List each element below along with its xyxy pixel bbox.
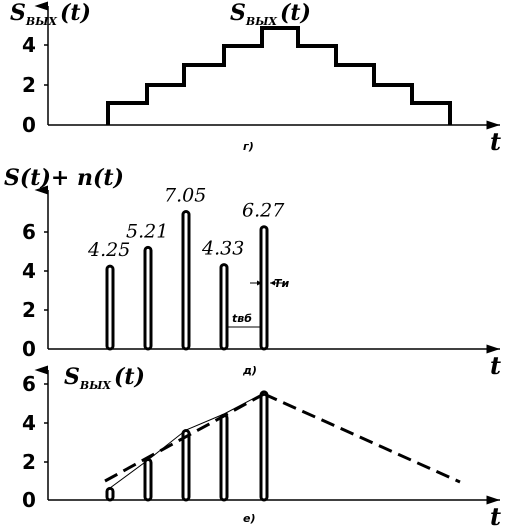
output-pulse-2 xyxy=(143,457,153,502)
panel-e-ylabel: SВЫХ (t) xyxy=(64,364,145,392)
panel-d-ylabel: S(t)+ n(t) xyxy=(4,165,124,191)
panel-d-ytick-0: 0 xyxy=(22,337,36,361)
pulse-label-2: 5.21 xyxy=(126,220,168,242)
panel-e-ytick-4: 4 xyxy=(22,411,36,435)
panel-e-caption: е) xyxy=(243,512,256,525)
panel-e-ytick-2: 2 xyxy=(22,450,36,474)
panel-d: 0 2 4 6 S(t)+ n(t) 4.255.217.054.336.27 … xyxy=(4,165,501,380)
panel-g-ytick-4: 4 xyxy=(22,33,36,57)
panel-g-xlabel: t xyxy=(490,127,501,156)
pulse-4 xyxy=(219,263,229,351)
panel-e-xlabel: t xyxy=(490,502,501,531)
pulse-5 xyxy=(259,225,269,351)
output-pulse-4 xyxy=(219,413,229,502)
pulse-label-4: 4.33 xyxy=(201,238,244,260)
panel-e-dashed-rise xyxy=(104,392,265,483)
pulse-label-3: 7.05 xyxy=(164,185,206,207)
panel-e-pulses xyxy=(105,390,269,502)
panel-e-dashed-fall xyxy=(263,392,461,484)
panel-g: 0 2 4 SВЫХ (t) SВЫХ (t) t г) xyxy=(10,0,501,156)
panel-g-caption: г) xyxy=(243,140,254,153)
panel-d-pulses: 4.255.21 7.05 4.33 6.27 xyxy=(87,185,285,351)
panel-e: 0 2 4 6 SВЫХ (t) t е) xyxy=(22,364,501,531)
panel-e-ytick-6: 6 xyxy=(22,372,36,396)
panel-g-ytick-2: 2 xyxy=(22,73,36,97)
panel-g-ylabel: SВЫХ (t) xyxy=(10,0,91,28)
panel-g-staircase xyxy=(106,26,452,125)
output-pulse-5 xyxy=(259,390,269,502)
panel-g-peak-label: SВЫХ (t) xyxy=(230,0,311,28)
pulse-1 xyxy=(105,264,115,351)
pulse-2 xyxy=(143,245,153,351)
output-pulse-1 xyxy=(105,486,115,502)
panel-g-ytick-0: 0 xyxy=(22,113,36,137)
pulse-label-1: 4.25 xyxy=(87,239,130,261)
pulse-label-5: 6.27 xyxy=(242,200,285,222)
tau-label: Tи xyxy=(274,277,290,290)
panel-d-xlabel: t xyxy=(490,351,501,380)
panel-d-ytick-2: 2 xyxy=(22,298,36,322)
panel-d-ytick-6: 6 xyxy=(22,220,36,244)
period-label: tвб xyxy=(232,312,252,325)
panel-d-ytick-4: 4 xyxy=(22,259,36,283)
panel-d-caption: д) xyxy=(242,364,257,377)
panel-e-ytick-0: 0 xyxy=(22,488,36,512)
pulse-3 xyxy=(181,210,191,351)
output-pulse-3 xyxy=(181,429,191,502)
